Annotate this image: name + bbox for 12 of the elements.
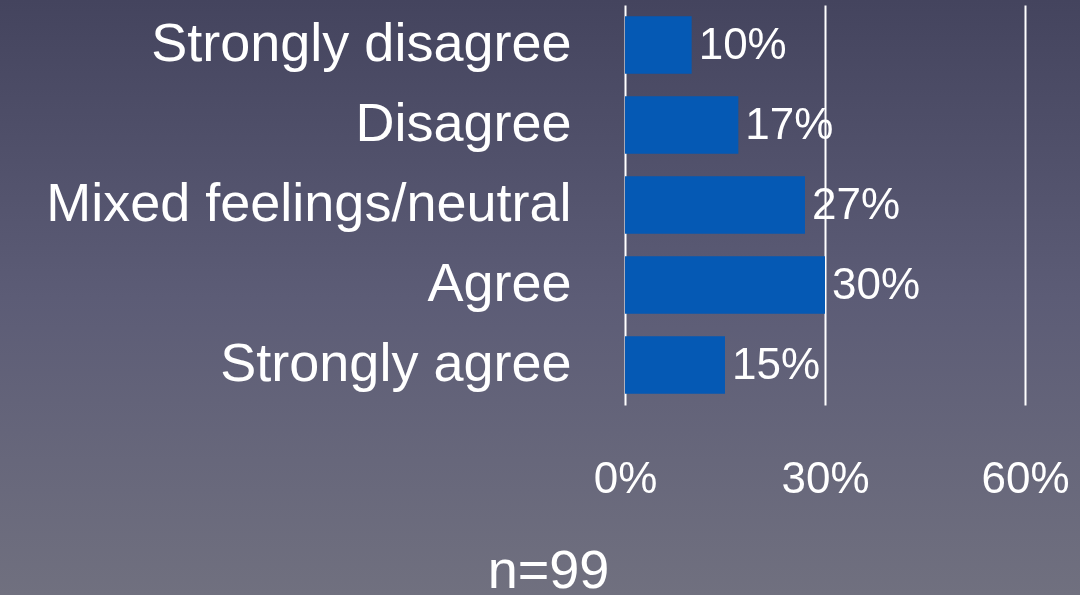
data-label: 10% <box>698 19 787 68</box>
x-tick-label: 0% <box>593 452 658 502</box>
y-tick-label: Mixed feelings/neutral <box>46 172 572 232</box>
y-tick-label: Disagree <box>355 92 572 152</box>
x-tick-label: 30% <box>781 452 870 502</box>
y-tick-label: Strongly agree <box>220 332 572 392</box>
data-label: 30% <box>832 259 921 308</box>
data-label: 15% <box>732 339 821 388</box>
y-tick-label: Strongly disagree <box>151 12 572 72</box>
x-axis-title: n=99 <box>487 538 610 595</box>
x-tick-label: 60% <box>981 452 1070 502</box>
y-tick-label: Agree <box>427 252 572 312</box>
